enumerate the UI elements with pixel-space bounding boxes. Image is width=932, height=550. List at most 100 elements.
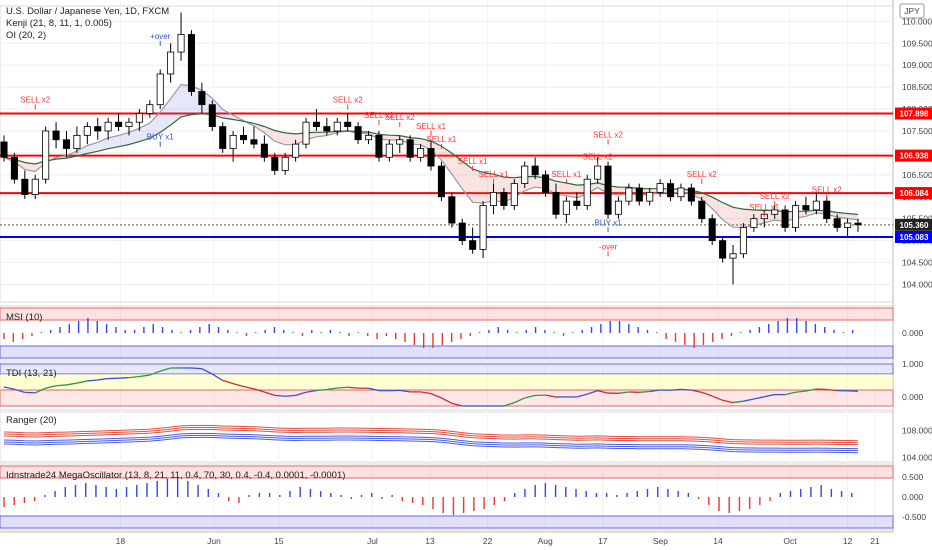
price-tick-label: 104.000	[902, 279, 932, 289]
ema-cloud-segment	[264, 126, 275, 142]
signal-label: SELL x1	[458, 157, 488, 166]
signal-label: SELL x2	[812, 185, 842, 194]
candle-body	[687, 187, 695, 202]
tdi-line-segment	[451, 402, 463, 407]
signal-label: SELL x2	[333, 95, 363, 104]
candle-body	[635, 187, 643, 202]
last-price-label: 105.360	[900, 221, 929, 230]
candle-body	[219, 126, 227, 149]
candle-body	[427, 148, 435, 167]
time-tick-label: Oct	[783, 536, 797, 546]
ema-cloud-segment	[285, 132, 296, 145]
tdi-line-segment	[3, 386, 15, 390]
tdi-line-segment	[24, 391, 36, 394]
candle-body	[823, 200, 831, 220]
candle-body	[458, 222, 466, 242]
tdi-upper-zone	[0, 363, 894, 375]
tdi-line-segment	[722, 399, 734, 404]
ranger-tick-label: 104.000	[902, 452, 932, 462]
tdi-line-segment	[441, 397, 453, 404]
ranger-tick-label: 108.000	[902, 426, 932, 436]
tdi-line-segment	[753, 396, 765, 400]
candle-body	[198, 91, 206, 106]
candle-body	[552, 191, 560, 215]
tdi-line-segment	[201, 368, 213, 375]
candle-body	[125, 121, 133, 127]
time-tick-label: 12	[843, 536, 853, 546]
signal-label: SELL x2	[687, 170, 717, 179]
price-tick-label: 109.500	[902, 38, 932, 48]
ema-cloud-segment	[420, 138, 431, 150]
candle-body	[250, 139, 258, 145]
signal-label: SELL x1	[416, 122, 446, 131]
signal-label: SELL x2	[20, 95, 50, 104]
signal-label: -over	[599, 242, 618, 251]
mega-tick-label: 0.000	[902, 492, 924, 502]
candle-body	[667, 183, 675, 198]
ranger-panel-title: Ranger (20)	[6, 415, 57, 426]
tdi-line-segment	[805, 388, 817, 392]
candle-body	[73, 134, 81, 149]
candle-body	[562, 200, 570, 215]
chart-title: U.S. Dollar / Japanese Yen, 1D, FXCM	[6, 6, 169, 17]
tdi-line-segment	[295, 391, 307, 396]
tdi-line-segment	[128, 375, 140, 379]
candle-body	[646, 191, 654, 202]
signal-label: SELL x2	[385, 113, 415, 122]
candle-body	[135, 113, 143, 123]
tdi-line-segment	[680, 388, 692, 391]
candle-body	[42, 130, 50, 180]
candle-body	[312, 121, 320, 127]
candle-body	[698, 200, 706, 220]
tdi-line-segment	[191, 367, 202, 370]
tdi-mid-zone	[0, 374, 893, 390]
candle-body	[208, 104, 216, 127]
panel-frame	[0, 411, 894, 463]
candle-body	[677, 187, 685, 198]
mega-tick-label: 0.500	[902, 472, 924, 482]
candle-body	[739, 227, 747, 255]
tdi-line-segment	[285, 394, 296, 397]
candle-body	[437, 165, 445, 198]
candle-body	[292, 143, 300, 158]
candle-body	[281, 156, 289, 171]
tdi-line-segment	[326, 387, 338, 391]
candle-body	[302, 121, 310, 145]
time-tick-label: 13	[425, 536, 435, 546]
level-price-badge	[895, 230, 932, 243]
tdi-line-segment	[149, 370, 161, 376]
candle-body	[781, 209, 789, 228]
tdi-line-segment	[337, 386, 348, 389]
signal-label: SELL x1	[426, 135, 456, 144]
tdi-line-segment	[826, 388, 838, 392]
tdi-line-segment	[264, 391, 275, 396]
ema-cloud-segment	[274, 130, 286, 145]
candle-body	[83, 126, 91, 136]
tdi-line-segment	[691, 389, 702, 393]
candle-body	[406, 139, 414, 158]
candle-body	[729, 253, 737, 259]
ranger-band	[3, 436, 859, 454]
currency-badge[interactable]	[899, 3, 925, 19]
tdi-line-segment	[97, 377, 109, 381]
ema-cloud-segment	[566, 183, 577, 198]
tdi-line-segment	[118, 376, 130, 379]
candle-body	[10, 156, 18, 180]
candle-body	[812, 200, 820, 211]
candle-body	[94, 126, 102, 132]
ranger-band	[3, 434, 859, 452]
candle-body	[489, 191, 498, 206]
candle-body	[594, 165, 602, 180]
tdi-line-segment	[76, 380, 88, 384]
tdi-line-segment	[649, 389, 661, 393]
candle-body	[604, 165, 612, 215]
candle-body	[375, 134, 383, 158]
tdi-line-segment	[743, 398, 754, 402]
candle-body	[0, 141, 8, 158]
level-price-badge	[895, 149, 932, 162]
tdi-line-segment	[430, 393, 442, 399]
tdi-line-segment	[514, 397, 525, 404]
tdi-line-segment	[420, 391, 432, 395]
ema-cloud-segment	[128, 128, 140, 145]
